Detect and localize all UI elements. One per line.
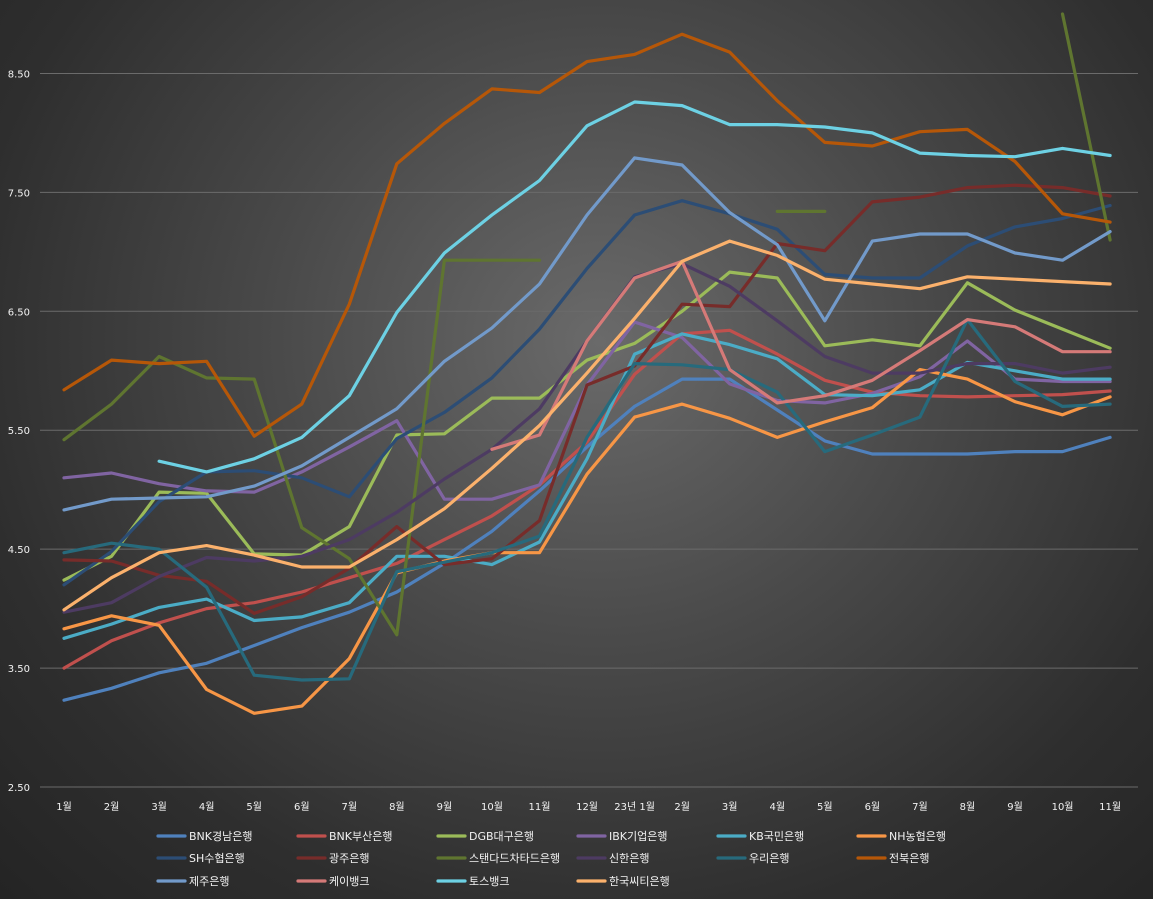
series-line-1 xyxy=(62,328,1112,670)
x-axis: 1월 2월 3월 4월 5월 6월 7월 8월 9월 10월 11월 12월 23년 1월 2월 3월 4월 5… xyxy=(56,801,1121,813)
x-tick-label: 4월 xyxy=(769,801,785,813)
x-tick-label: 1월 xyxy=(56,801,72,813)
y-tick-label: 8.50 xyxy=(8,69,30,80)
series-line-15 xyxy=(62,239,1112,612)
x-tick-label: 8월 xyxy=(389,801,405,813)
series-line-14 xyxy=(157,100,1112,474)
legend-label: 한국씨티은행 xyxy=(609,875,670,888)
series-line-6 xyxy=(62,199,1112,587)
x-tick-label: 2월 xyxy=(674,801,690,813)
series-line-5 xyxy=(62,368,1112,715)
legend-label: 스탠다드차타드은행 xyxy=(469,852,560,865)
x-tick-label: 12월 xyxy=(576,801,598,813)
y-tick-label: 4.50 xyxy=(8,545,30,556)
y-tick-label: 2.50 xyxy=(8,783,30,794)
grid-lines xyxy=(40,72,1138,788)
series-line-10 xyxy=(62,318,1112,682)
x-tick-label: 7월 xyxy=(912,801,928,813)
legend-label: BNK경남은행 xyxy=(189,830,252,843)
x-tick-label: 6월 xyxy=(294,801,310,813)
x-tick-label: 10월 xyxy=(1052,801,1074,813)
x-tick-label: 8월 xyxy=(960,801,976,813)
series-line-4 xyxy=(62,332,1112,640)
legend-label: SH수협은행 xyxy=(189,852,245,865)
y-axis: 2.50 3.50 4.50 5.50 6.50 7.50 8.50 xyxy=(8,69,30,794)
legend-label: IBK기업은행 xyxy=(609,830,667,843)
series-line-13 xyxy=(490,259,1112,451)
legend-label: 전북은행 xyxy=(889,852,929,865)
x-tick-label: 4월 xyxy=(199,801,215,813)
legend-label: 제주은행 xyxy=(189,875,229,888)
legend-label: 케이뱅크 xyxy=(329,875,369,888)
x-tick-label: 5월 xyxy=(246,801,262,813)
legend-label: KB국민은행 xyxy=(749,830,804,843)
legend-label: 신한은행 xyxy=(609,852,649,865)
x-tick-label: 5월 xyxy=(817,801,833,813)
legend-label: NH농협은행 xyxy=(889,830,946,843)
legend-label: 우리은행 xyxy=(749,852,789,865)
series-line-7 xyxy=(62,183,1112,615)
x-tick-label: 9월 xyxy=(437,801,453,813)
legend-label: 광주은행 xyxy=(329,852,369,865)
x-tick-label: 23년 1월 xyxy=(614,801,655,813)
x-tick-label: 6월 xyxy=(865,801,881,813)
x-tick-label: 11월 xyxy=(529,801,551,813)
x-tick-label: 9월 xyxy=(1007,801,1023,813)
y-tick-label: 3.50 xyxy=(8,664,30,675)
series-line-2 xyxy=(62,270,1112,582)
series-line-12 xyxy=(62,156,1112,512)
series-line-11 xyxy=(62,32,1112,438)
x-tick-label: 3월 xyxy=(151,801,167,813)
series-line-0 xyxy=(62,377,1112,702)
legend-label: 토스뱅크 xyxy=(469,875,509,888)
x-tick-label: 2월 xyxy=(104,801,120,813)
y-tick-label: 7.50 xyxy=(8,188,30,199)
legend-label: BNK부산은행 xyxy=(329,830,392,843)
x-tick-label: 7월 xyxy=(342,801,358,813)
x-tick-label: 10월 xyxy=(481,801,503,813)
series-line-8 xyxy=(62,12,1112,637)
x-tick-label: 3월 xyxy=(722,801,738,813)
legend: BNK경남은행 BNK부산은행 DGB대구은행 IBK기업은행 KB국민은행 NH농협은행… xyxy=(156,830,946,888)
series-lines xyxy=(62,12,1112,715)
legend-label: DGB대구은행 xyxy=(469,830,534,843)
y-tick-label: 5.50 xyxy=(8,426,30,437)
y-tick-label: 6.50 xyxy=(8,307,30,318)
x-tick-label: 11월 xyxy=(1099,801,1121,813)
